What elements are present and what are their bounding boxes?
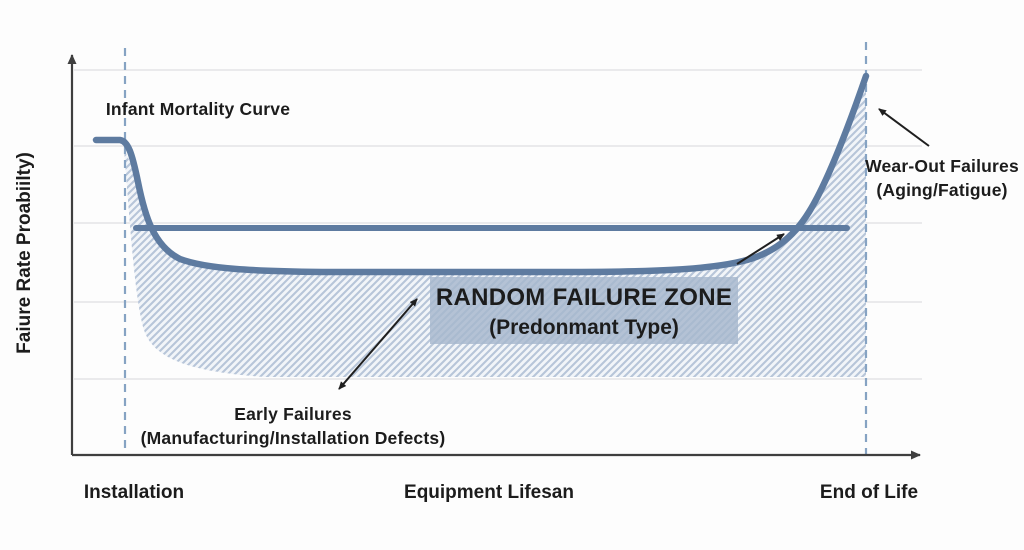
infant-mortality-label: Infant Mortality Curve [106, 99, 290, 119]
bathtub-curve [92, 72, 870, 276]
wear-out-label-line1: Wear-Out Failures [865, 156, 1019, 176]
early-failures-label-line2: (Manufacturing/Installation Defects) [141, 428, 446, 448]
early-failures-arrow [338, 298, 418, 390]
random-line-arrow [736, 233, 785, 265]
x-tick-installation: Installation [84, 482, 184, 503]
x-tick-equipment-lifespan: Equipment Lifesan [404, 482, 574, 503]
random-zone-label-line2: (Predonmant Type) [489, 316, 679, 339]
y-axis-label: Faiure Rate Proabiilty) [14, 152, 35, 354]
wear-out-label-line2: (Aging/Fatigue) [876, 180, 1007, 200]
random-failure-zone-box [430, 277, 738, 344]
random-zone-label-line1: RANDOM FAILURE ZONE [436, 284, 732, 311]
x-tick-end-of-life: End of Life [820, 482, 918, 503]
wear-out-arrow [878, 108, 930, 147]
early-failures-label-line1: Early Failures [234, 404, 352, 424]
